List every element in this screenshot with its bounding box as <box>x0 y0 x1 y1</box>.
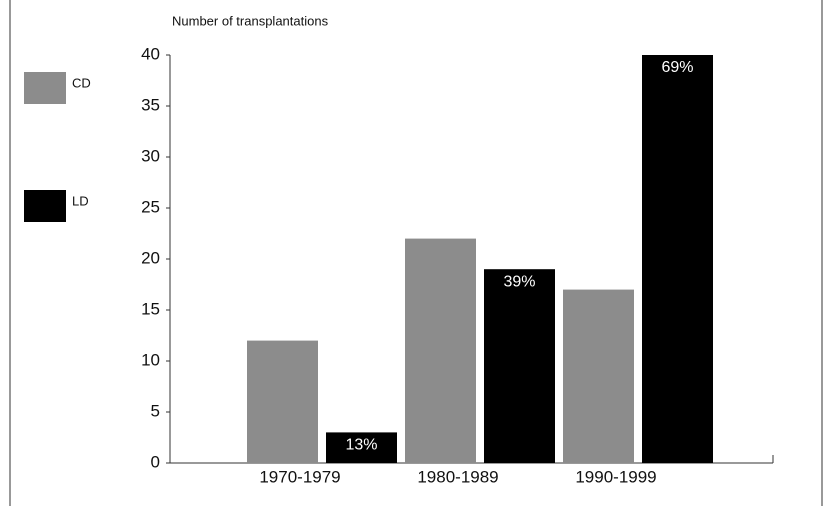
y-tick-label: 35 <box>141 95 160 114</box>
bar-annotation: 39% <box>503 273 535 290</box>
bar-annotation: 69% <box>661 59 693 76</box>
bar <box>484 269 555 463</box>
legend-swatch <box>24 72 66 104</box>
y-tick-label: 40 <box>141 44 160 63</box>
bar <box>642 55 713 463</box>
y-tick-label: 15 <box>141 299 160 318</box>
bar <box>563 289 634 463</box>
legend-swatch <box>24 190 66 222</box>
legend-label: LD <box>72 193 89 208</box>
bar <box>405 238 476 463</box>
y-tick-label: 0 <box>151 452 160 471</box>
y-axis-label: Number of transplantations <box>172 13 329 28</box>
y-tick-label: 5 <box>151 401 160 420</box>
y-tick-label: 30 <box>141 146 160 165</box>
bar-annotation: 13% <box>345 437 377 454</box>
x-tick-label: 1990-1999 <box>575 467 656 486</box>
x-tick-label: 1970-1979 <box>259 467 340 486</box>
bar <box>247 340 318 463</box>
y-tick-label: 25 <box>141 197 160 216</box>
y-tick-label: 10 <box>141 350 160 369</box>
legend-label: CD <box>72 75 91 90</box>
bar <box>326 432 397 463</box>
y-tick-label: 20 <box>141 248 160 267</box>
x-tick-label: 1980-1989 <box>417 467 498 486</box>
